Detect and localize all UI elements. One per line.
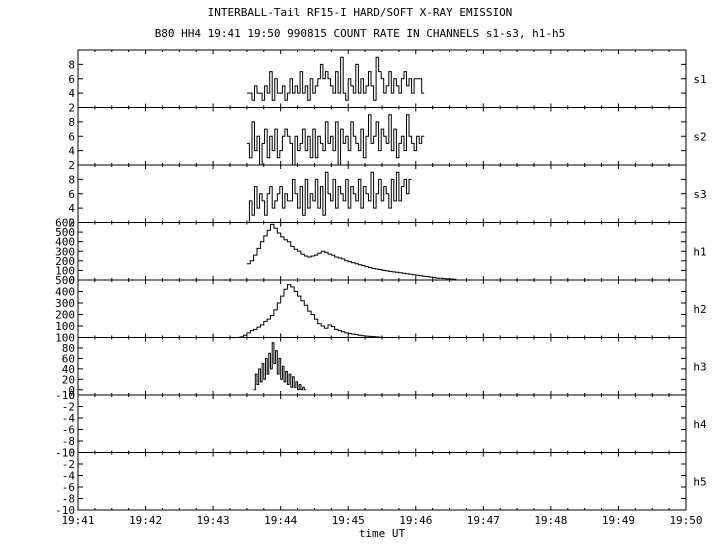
chart-subtitle: B80 HH4 19:41 19:50 990815 COUNT RATE IN… bbox=[154, 27, 566, 40]
y-tick-label-h5: 0 bbox=[68, 447, 75, 460]
y-tick-label-h1: 600 bbox=[55, 217, 75, 230]
panel-label-h1: h1 bbox=[693, 245, 706, 258]
y-tick-label-h3: 20 bbox=[62, 373, 75, 386]
x-tick-label: 19:50 bbox=[669, 514, 702, 527]
y-tick-label-h2: 100 bbox=[55, 320, 75, 333]
y-tick-label-h5: -4 bbox=[62, 470, 76, 483]
y-tick-label-h4: -10 bbox=[55, 447, 75, 460]
x-tick-label: 19:47 bbox=[467, 514, 500, 527]
y-tick-label-h3: 80 bbox=[62, 342, 75, 355]
x-tick-label: 19:49 bbox=[602, 514, 635, 527]
panel-label-s3: s3 bbox=[693, 188, 706, 201]
y-tick-label-h5: -8 bbox=[62, 493, 75, 506]
y-tick-label-s3: 8 bbox=[68, 173, 75, 186]
y-tick-label-h4: -2 bbox=[62, 401, 75, 414]
y-tick-label-h5: -10 bbox=[55, 504, 75, 517]
y-tick-label-h5: -6 bbox=[62, 481, 75, 494]
y-tick-label-h2: 500 bbox=[55, 274, 75, 287]
y-tick-label-h1: 400 bbox=[55, 236, 75, 249]
panel-frame-h2 bbox=[77, 279, 687, 338]
series-line-h2 bbox=[78, 284, 382, 338]
panel-frame-s2 bbox=[77, 107, 687, 166]
y-tick-label-h4: -6 bbox=[62, 424, 75, 437]
panel-frame-h3 bbox=[77, 337, 687, 396]
y-tick-label-s2: 8 bbox=[68, 116, 75, 129]
panel-frame-h1 bbox=[77, 222, 687, 281]
panel-label-h2: h2 bbox=[693, 303, 706, 316]
y-tick-label-h1: 300 bbox=[55, 245, 75, 258]
y-tick-label-s1: 8 bbox=[68, 58, 75, 71]
y-tick-label-h1: 0 bbox=[68, 274, 75, 287]
panel-frame-h4 bbox=[77, 394, 687, 453]
x-tick-label: 19:46 bbox=[399, 514, 432, 527]
y-tick-label-s3: 4 bbox=[68, 202, 75, 215]
x-tick-label: 19:41 bbox=[61, 514, 94, 527]
y-tick-label-h4: -4 bbox=[62, 412, 76, 425]
y-tick-label-h3: 0 bbox=[68, 384, 75, 397]
panel-label-h4: h4 bbox=[693, 418, 707, 431]
panel-frame-h5 bbox=[77, 452, 687, 511]
series-line-h3 bbox=[253, 342, 306, 391]
panel-label-s2: s2 bbox=[693, 130, 706, 143]
series-line-h1 bbox=[246, 223, 457, 280]
y-tick-label-h4: -8 bbox=[62, 435, 75, 448]
y-tick-label-s2: 4 bbox=[68, 145, 75, 158]
y-tick-label-s1: 2 bbox=[68, 102, 75, 115]
y-tick-label-h3: 40 bbox=[62, 363, 75, 376]
chart-title: INTERBALL-Tail RF15-I HARD/SOFT X-RAY EM… bbox=[207, 6, 513, 19]
series-line-s3 bbox=[246, 171, 412, 223]
x-tick-label: 19:42 bbox=[129, 514, 162, 527]
y-tick-label-h2: 200 bbox=[55, 309, 75, 322]
series-line-s1 bbox=[246, 56, 425, 101]
y-tick-label-s3: 2 bbox=[68, 217, 75, 230]
y-tick-label-s2: 2 bbox=[68, 159, 75, 172]
y-tick-label-s2: 6 bbox=[68, 130, 75, 143]
x-tick-label: 19:45 bbox=[332, 514, 365, 527]
x-axis-label: time UT bbox=[359, 527, 406, 540]
y-tick-label-h1: 200 bbox=[55, 255, 75, 268]
y-tick-label-s1: 6 bbox=[68, 73, 75, 86]
panel-label-s1: s1 bbox=[693, 73, 706, 86]
y-tick-label-h3: 60 bbox=[62, 352, 75, 365]
y-tick-label-h3: 100 bbox=[55, 332, 75, 345]
y-tick-label-h2: 300 bbox=[55, 297, 75, 310]
panel-frame-s3 bbox=[77, 164, 687, 223]
y-tick-label-s1: 4 bbox=[68, 87, 75, 100]
y-tick-label-h4: 0 bbox=[68, 389, 75, 402]
series-line-s2 bbox=[246, 114, 425, 166]
y-tick-label-h5: -2 bbox=[62, 458, 75, 471]
y-tick-label-s3: 6 bbox=[68, 188, 75, 201]
panel-label-h3: h3 bbox=[693, 360, 706, 373]
y-tick-label-h1: 500 bbox=[55, 226, 75, 239]
x-tick-label: 19:43 bbox=[197, 514, 230, 527]
x-tick-label: 19:44 bbox=[264, 514, 297, 527]
y-tick-label-h3: -10 bbox=[55, 389, 75, 402]
y-tick-label-h1: 100 bbox=[55, 264, 75, 277]
x-tick-label: 19:48 bbox=[534, 514, 567, 527]
y-tick-label-h2: 400 bbox=[55, 286, 75, 299]
panel-label-h5: h5 bbox=[693, 475, 706, 488]
